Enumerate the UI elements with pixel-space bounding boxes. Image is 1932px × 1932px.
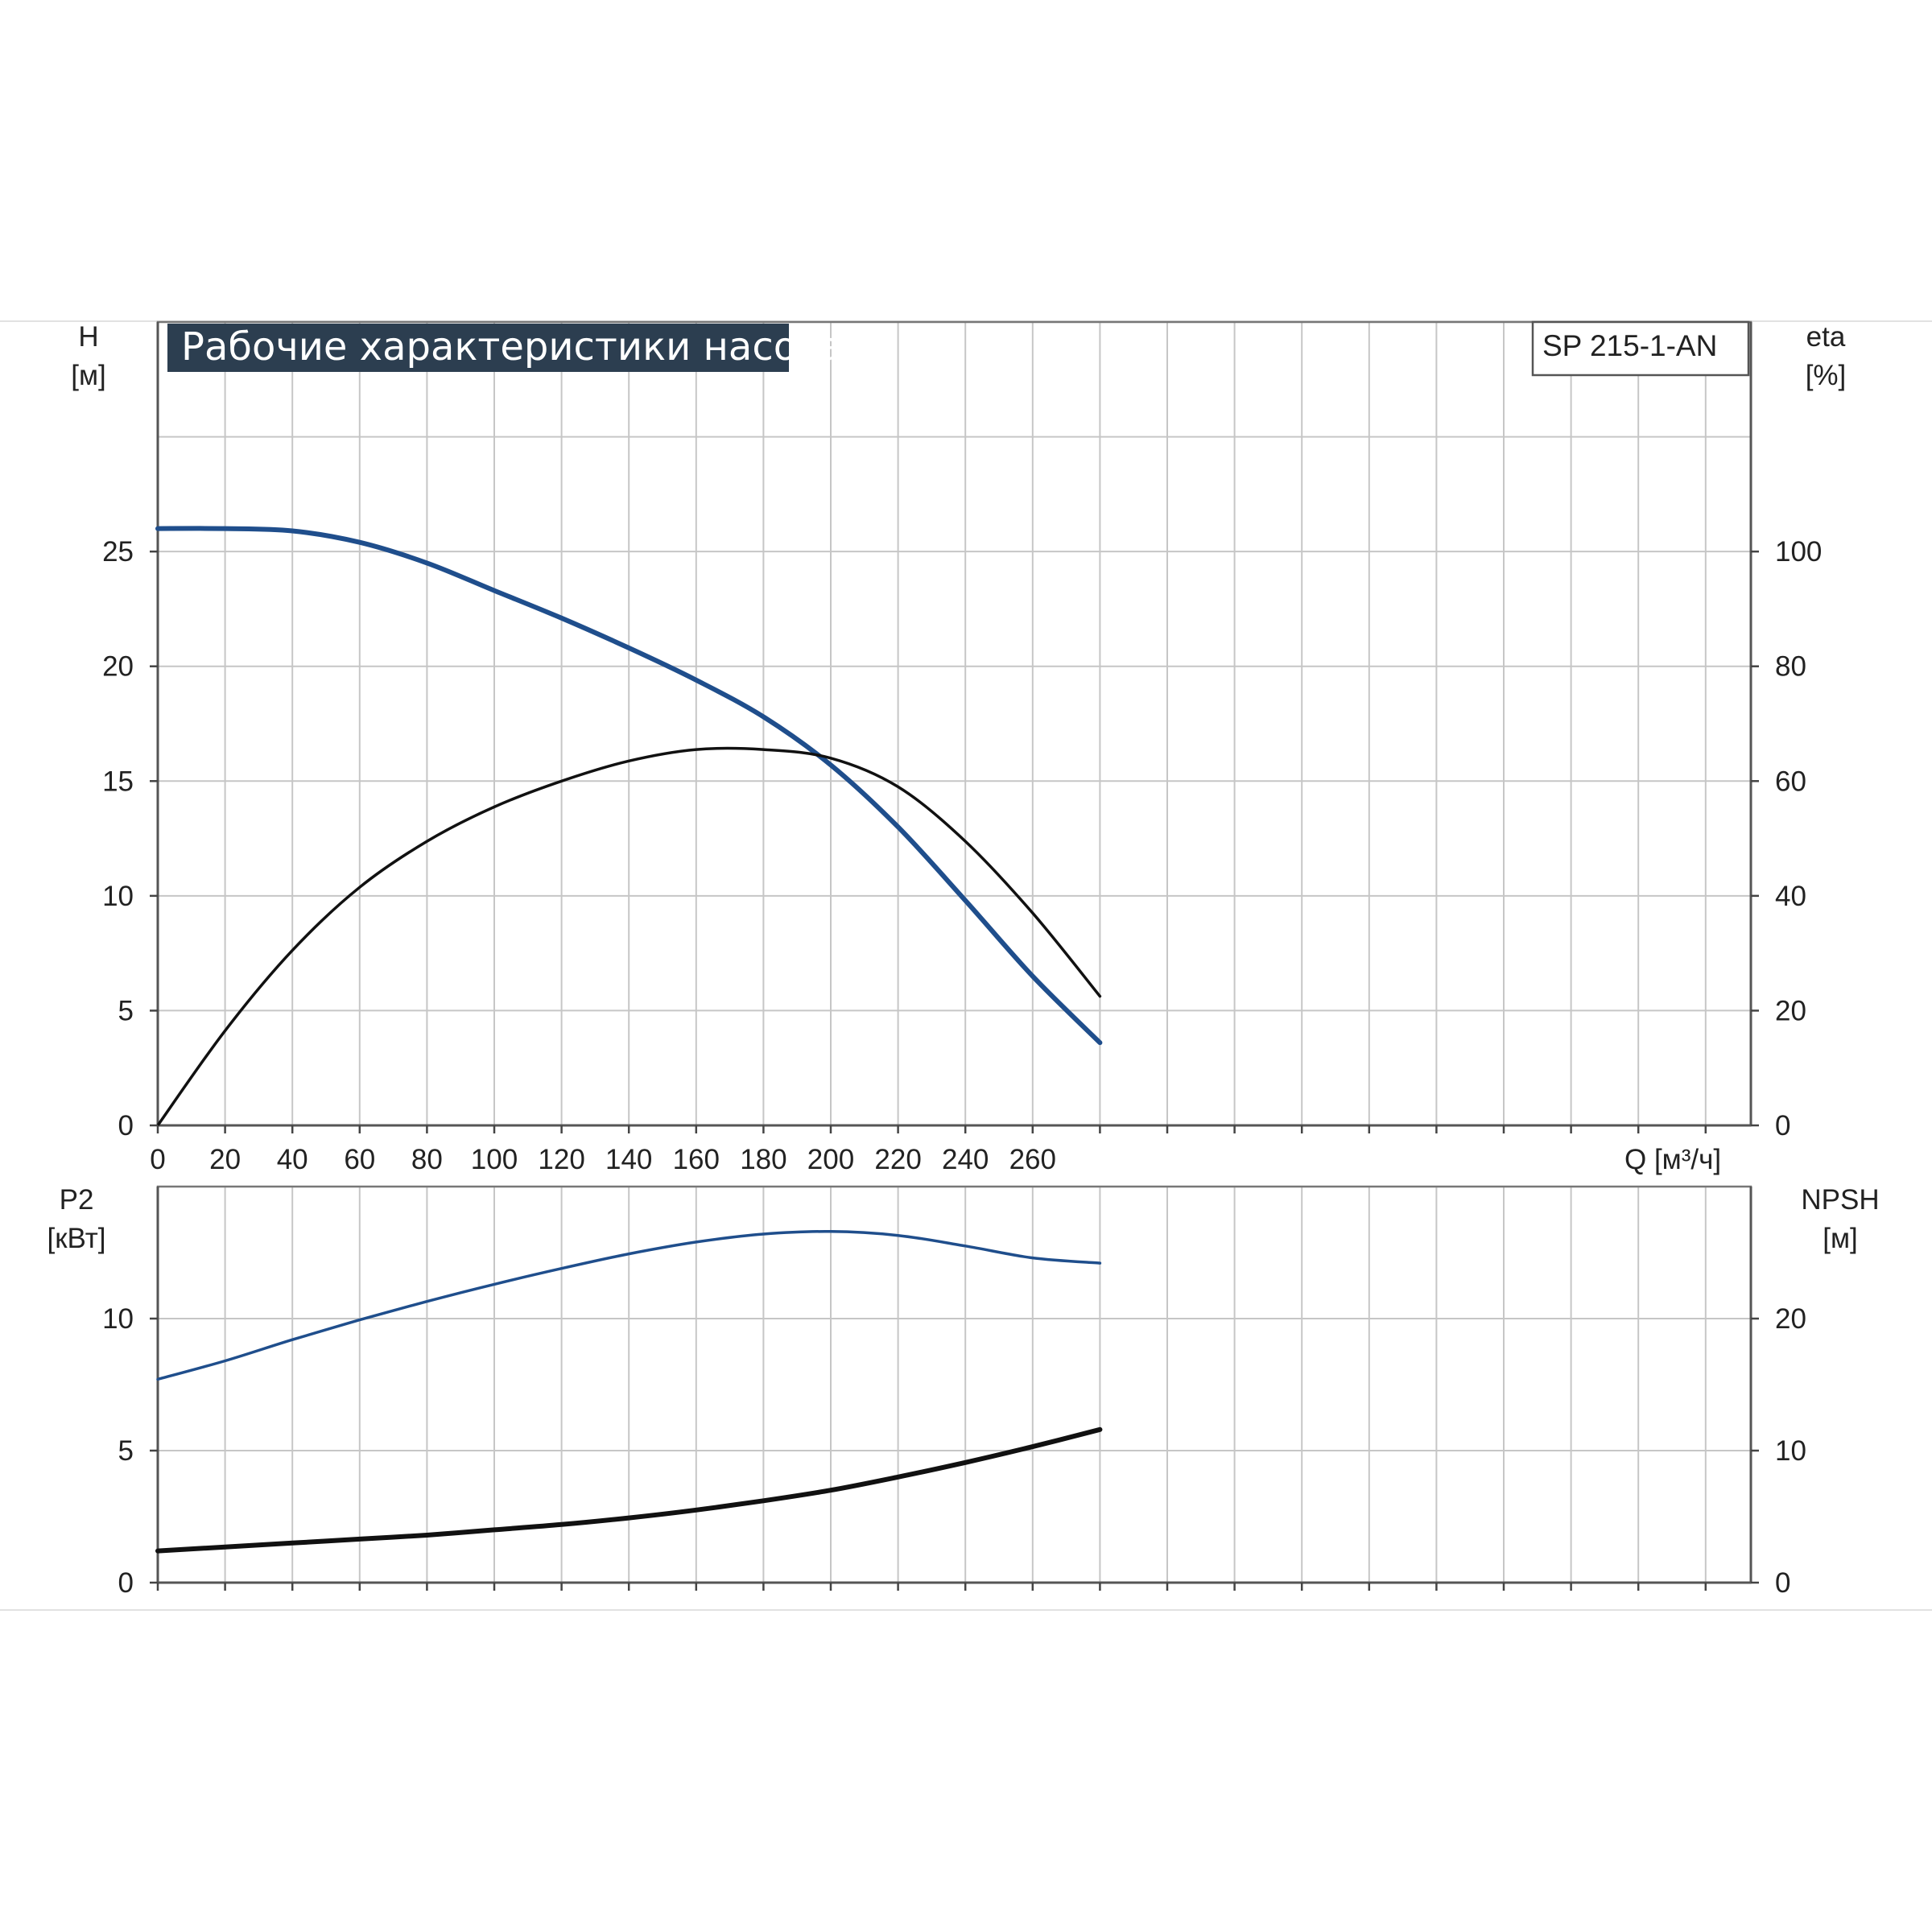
x-tick-label: 0 [150, 1144, 165, 1175]
power-curve [155, 1426, 1103, 1554]
y-right-tick-label: 20 [1775, 1303, 1806, 1335]
npsh-curve [156, 1230, 1102, 1381]
power-chart-axes [156, 1187, 1752, 1584]
head-chart-frame [156, 320, 1752, 1127]
y-left-label-symbol: H [78, 321, 98, 353]
head-chart-grid [158, 322, 1751, 1125]
p2-label-symbol: P2 [60, 1184, 94, 1216]
y-left-label-unit: [м] [71, 360, 106, 391]
y-left-tick-label: 15 [102, 766, 134, 797]
y-right-tick-label: 100 [1775, 536, 1822, 568]
x-tick-label: 180 [740, 1144, 786, 1175]
power-npsh-chart: 0 5 10 0 10 20 P2 [кВт] NPSH [м] [47, 1184, 1880, 1599]
y-left-tick-label: 25 [102, 536, 134, 568]
y-right-tick-label: 20 [1775, 995, 1806, 1026]
x-axis-label: Q [м³/ч] [1624, 1144, 1721, 1175]
y-right-tick-label: 40 [1775, 881, 1806, 912]
x-tick-label: 120 [538, 1144, 584, 1175]
y-left-tick-label: 0 [118, 1110, 134, 1141]
chart-title: Рабочие характеристики насоса [181, 324, 842, 369]
x-tick-label: 60 [344, 1144, 375, 1175]
model-label-box [1531, 320, 1750, 377]
y-right-label-unit: [%] [1806, 360, 1847, 391]
y-right-tick-label: 0 [1775, 1567, 1790, 1599]
x-tick-label: 80 [411, 1144, 443, 1175]
head-efficiency-chart: 0 20 40 60 80 100 120 140 160 180 200 220 240 2600510… [71, 320, 1847, 1175]
x-tick-label: 260 [1009, 1144, 1056, 1175]
npsh-label-symbol: NPSH [1801, 1184, 1879, 1216]
power-chart-ticks: 0 5 10 0 10 20 [102, 1303, 1806, 1599]
x-tick-label: 160 [673, 1144, 720, 1175]
x-tick-label: 140 [605, 1144, 652, 1175]
y-left-tick-label: 20 [102, 651, 134, 683]
p2-label-unit: [кВт] [47, 1223, 106, 1254]
power-chart-series [155, 1230, 1103, 1554]
x-tick-label: 40 [277, 1144, 308, 1175]
model-label: SP 215-1-AN [1542, 329, 1717, 362]
y-left-tick-label: 0 [118, 1567, 134, 1599]
power-chart-grid [158, 1187, 1751, 1583]
y-right-tick-label: 80 [1775, 651, 1806, 683]
y-right-tick-label: 10 [1775, 1435, 1806, 1467]
x-tick-label: 100 [471, 1144, 518, 1175]
head-chart-axes [156, 322, 1752, 1127]
y-right-tick-label: 0 [1775, 1110, 1790, 1141]
efficiency-curve [156, 746, 1102, 1127]
head-chart-series [155, 526, 1103, 1127]
y-right-label-symbol: eta [1806, 321, 1846, 353]
y-left-tick-label: 5 [118, 1435, 134, 1467]
y-left-tick-label: 10 [102, 881, 134, 912]
y-left-tick-label: 5 [118, 995, 134, 1026]
x-tick-label: 200 [807, 1144, 854, 1175]
head-chart-ticks: 0 20 40 60 80 100 120 140 160 180 200 220 240 2600510… [102, 536, 1822, 1175]
x-tick-label: 20 [209, 1144, 241, 1175]
x-tick-label: 240 [942, 1144, 989, 1175]
npsh-label-unit: [м] [1823, 1223, 1858, 1254]
x-tick-label: 220 [874, 1144, 921, 1175]
title-box [167, 324, 789, 372]
y-right-tick-label: 60 [1775, 766, 1806, 797]
y-left-tick-label: 10 [102, 1303, 134, 1335]
power-chart-frame [156, 1185, 1752, 1584]
head-curve [155, 526, 1103, 1046]
